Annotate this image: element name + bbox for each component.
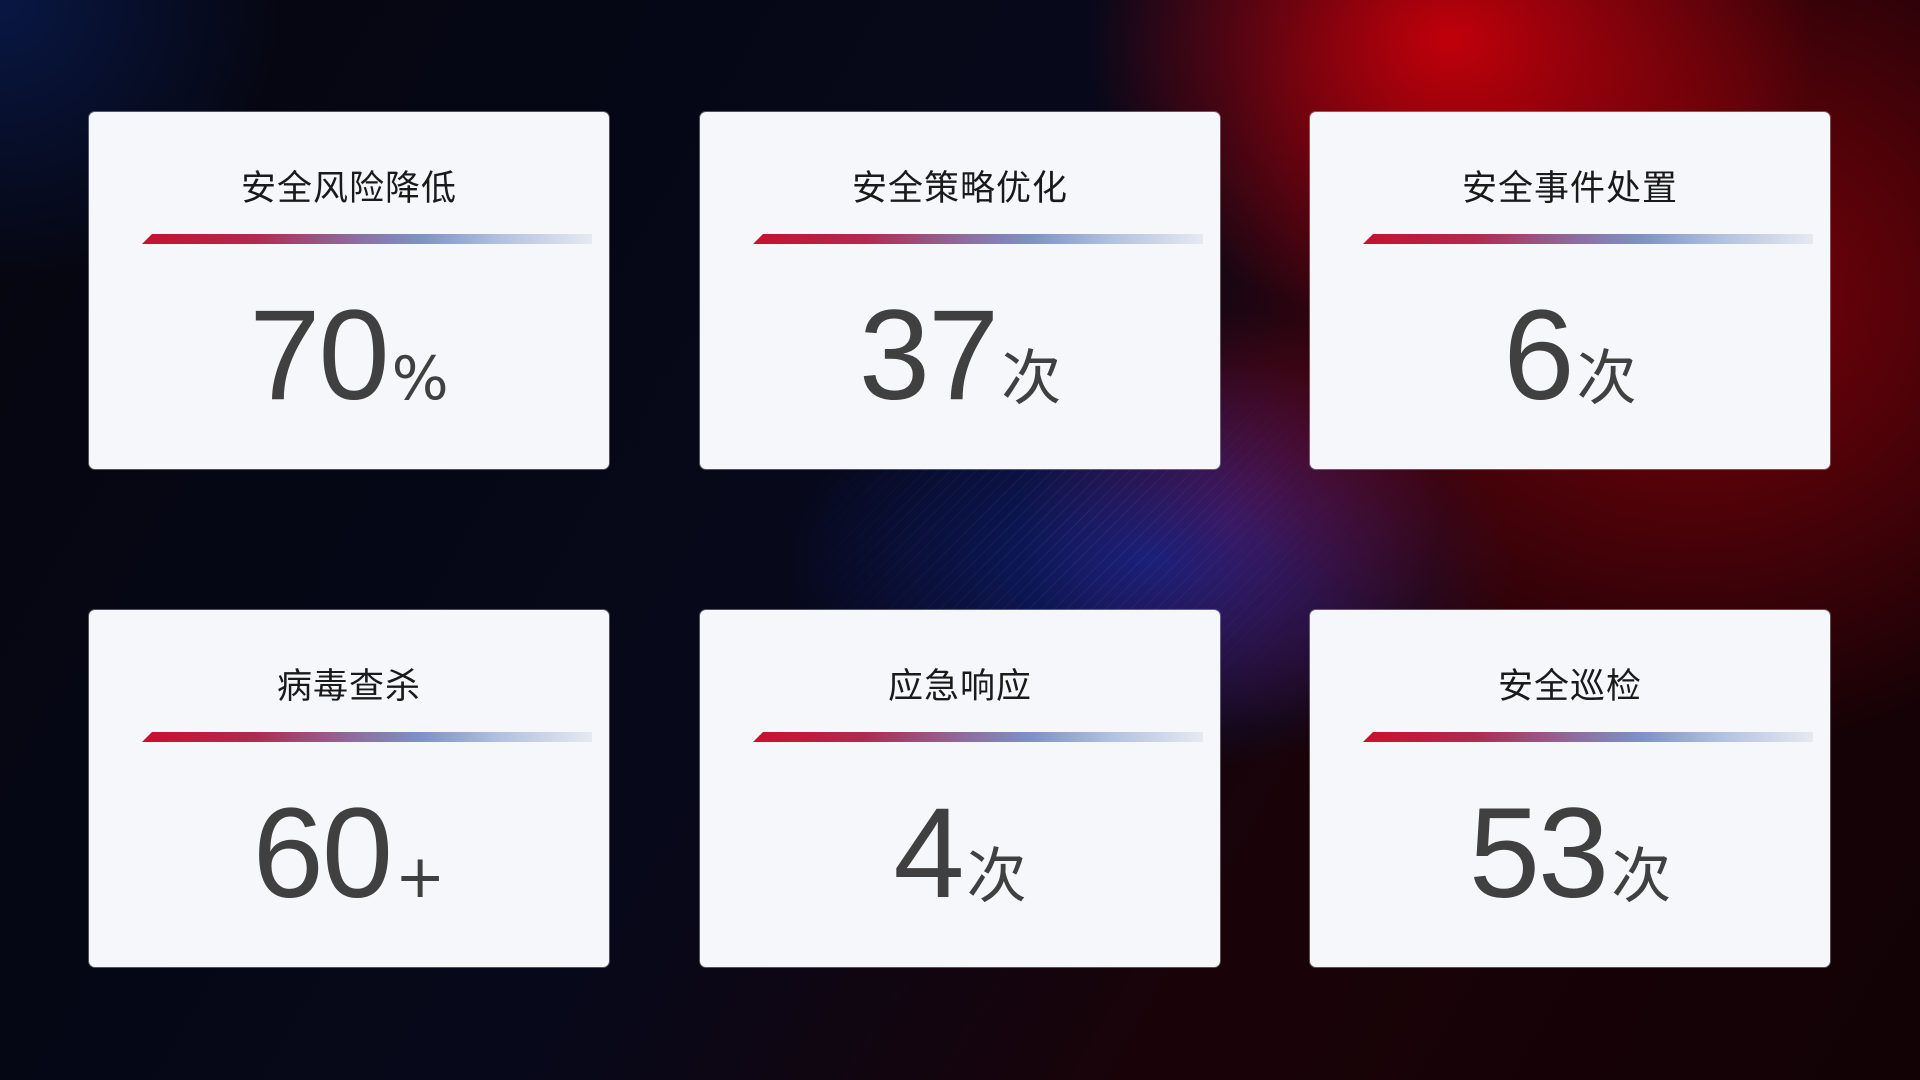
card-divider <box>753 732 1203 742</box>
value-unit: 次 <box>1576 344 1637 414</box>
card-divider <box>1363 732 1813 742</box>
card-title: 病毒查杀 <box>276 667 421 707</box>
stat-card-incident-handling: 安全事件处置 6次 <box>1310 112 1830 469</box>
card-value: 60+ <box>89 780 609 927</box>
stat-card-policy-optimization: 安全策略优化 37次 <box>700 112 1220 469</box>
card-divider <box>1363 234 1813 244</box>
card-value: 53次 <box>1310 780 1830 927</box>
stat-card-emergency-response: 应急响应 4次 <box>700 610 1220 967</box>
card-title: 应急响应 <box>887 667 1032 707</box>
value-number: 53 <box>1468 782 1609 925</box>
value-unit: 次 <box>966 842 1027 912</box>
value-unit: + <box>395 842 446 912</box>
value-unit: % <box>391 344 449 414</box>
stat-card-virus-removal: 病毒查杀 60+ <box>89 610 609 967</box>
card-divider <box>142 234 592 244</box>
card-value: 70% <box>89 282 609 429</box>
card-divider <box>142 732 592 742</box>
card-value: 4次 <box>700 780 1220 927</box>
stat-card-security-inspection: 安全巡检 53次 <box>1310 610 1830 967</box>
card-value: 37次 <box>700 282 1220 429</box>
value-number: 70 <box>249 284 389 427</box>
value-number: 4 <box>893 782 964 925</box>
card-value: 6次 <box>1310 282 1830 429</box>
card-title: 安全风险降低 <box>240 169 457 209</box>
stat-card-risk-reduction: 安全风险降低 70% <box>89 112 609 469</box>
value-number: 60 <box>252 782 393 925</box>
card-title: 安全事件处置 <box>1461 169 1678 209</box>
value-unit: 次 <box>1611 842 1672 912</box>
card-title: 安全策略优化 <box>851 169 1068 209</box>
value-number: 37 <box>858 284 999 427</box>
value-number: 6 <box>1503 284 1574 427</box>
card-title: 安全巡检 <box>1497 667 1642 707</box>
value-unit: 次 <box>1001 344 1062 414</box>
card-divider <box>753 234 1203 244</box>
